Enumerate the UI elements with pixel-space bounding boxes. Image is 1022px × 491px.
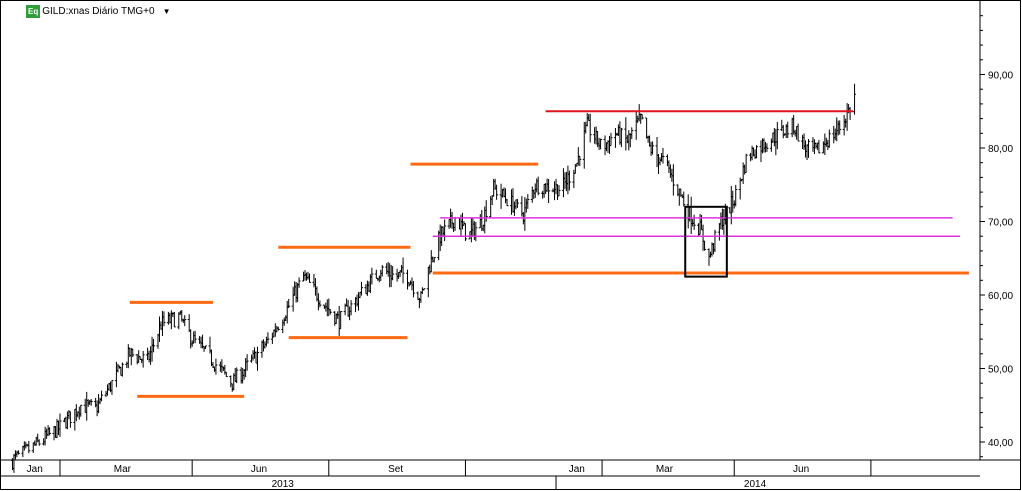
- x-year-label: 2013: [272, 479, 295, 490]
- y-tick-label: 80,00: [988, 144, 1013, 155]
- chart-title: GILD:xnas Diário TMG+0: [42, 5, 155, 17]
- y-tick-label: 90,00: [988, 71, 1013, 82]
- x-month-label: Mar: [114, 464, 132, 475]
- x-month-label: Set: [388, 464, 403, 475]
- chart-header[interactable]: Eq GILD:xnas Diário TMG+0 ▼: [26, 4, 171, 18]
- x-month-label: Jun: [251, 464, 267, 475]
- x-year-label: 2014: [744, 479, 767, 490]
- y-tick-label: 70,00: [988, 218, 1013, 229]
- y-tick-label: 50,00: [988, 365, 1013, 376]
- y-tick-label: 60,00: [988, 291, 1013, 302]
- highlight-rectangle[interactable]: [684, 205, 728, 278]
- x-month-label: Jan: [569, 464, 585, 475]
- x-month-label: Jan: [27, 464, 43, 475]
- x-month-label: Jun: [793, 464, 809, 475]
- x-month-label: Mar: [656, 464, 674, 475]
- y-tick-label: 40,00: [988, 438, 1013, 449]
- chevron-down-icon[interactable]: ▼: [162, 6, 171, 16]
- instrument-badge: Eq: [26, 4, 41, 18]
